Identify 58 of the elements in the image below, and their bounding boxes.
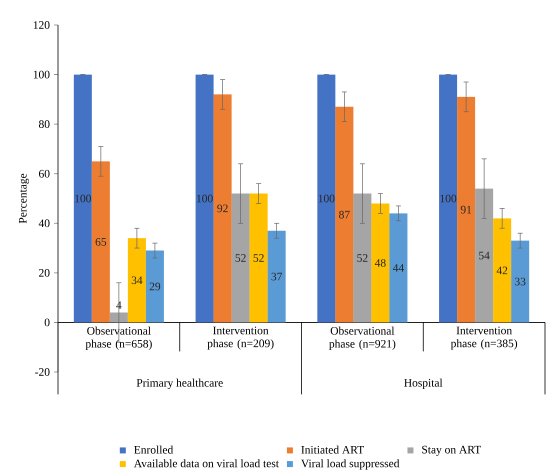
y-tick-label: -20 bbox=[35, 368, 50, 376]
legend-label: Stay on ART bbox=[422, 446, 482, 456]
y-tick-label: 100 bbox=[34, 70, 50, 78]
y-tick-label: 80 bbox=[38, 120, 50, 128]
bar bbox=[146, 250, 164, 322]
data-label: 92 bbox=[217, 204, 228, 212]
data-label: 48 bbox=[374, 259, 386, 267]
text: Primary healthcare bbox=[136, 378, 223, 390]
bar bbox=[250, 194, 268, 322]
legend-label: Viral load suppressed bbox=[301, 459, 400, 470]
y-tick-label: 60 bbox=[39, 170, 50, 178]
bar bbox=[232, 194, 250, 322]
data-label: 52 bbox=[236, 254, 246, 262]
bar bbox=[475, 188, 494, 322]
y-tick-label: 20 bbox=[39, 269, 50, 277]
data-label: 29 bbox=[150, 282, 160, 290]
bar bbox=[511, 240, 530, 322]
data-label: 100 bbox=[440, 194, 456, 202]
y-tick-label: 0 bbox=[44, 318, 50, 326]
data-label: 91 bbox=[460, 206, 472, 214]
data-label: 87 bbox=[339, 210, 350, 218]
bar bbox=[457, 96, 476, 322]
text: Hospital bbox=[404, 378, 442, 390]
data-label: 44 bbox=[392, 264, 404, 272]
legend-label: Initiated ART bbox=[301, 446, 364, 454]
bar bbox=[128, 238, 146, 322]
bar bbox=[335, 106, 354, 322]
bar bbox=[196, 74, 214, 322]
x-tick-label: Observational phase (n=921) bbox=[329, 326, 396, 350]
data-label: 33 bbox=[514, 278, 526, 286]
data-label: 52 bbox=[357, 254, 368, 262]
bar bbox=[371, 203, 390, 322]
y-tick-label: 120 bbox=[34, 21, 50, 29]
data-label: 42 bbox=[496, 266, 508, 274]
bar bbox=[493, 218, 512, 322]
bar bbox=[268, 230, 286, 322]
x-tick-label: Intervention phase (n=209) bbox=[207, 326, 274, 350]
legend-label: Available data on viral load test bbox=[134, 459, 279, 468]
bar bbox=[214, 94, 232, 322]
x-tick-label: Intervention phase (n=385) bbox=[450, 326, 518, 350]
data-label: 34 bbox=[132, 276, 142, 284]
bar bbox=[74, 74, 92, 322]
legend-label: Enrolled bbox=[134, 446, 174, 454]
bar bbox=[92, 161, 110, 322]
bar bbox=[439, 74, 458, 322]
data-label: 52 bbox=[254, 254, 264, 262]
y-axis-title: Percentage bbox=[18, 174, 29, 224]
data-label: 54 bbox=[479, 252, 490, 260]
y-tick-label: 40 bbox=[38, 219, 50, 228]
data-label: 100 bbox=[318, 194, 334, 202]
bar bbox=[389, 213, 408, 322]
bar bbox=[353, 194, 372, 322]
data-label: 100 bbox=[75, 194, 91, 202]
data-label: 65 bbox=[96, 238, 106, 246]
data-label: 100 bbox=[196, 194, 213, 202]
bar bbox=[317, 74, 336, 322]
bar bbox=[110, 312, 128, 322]
data-label: 37 bbox=[271, 272, 282, 280]
